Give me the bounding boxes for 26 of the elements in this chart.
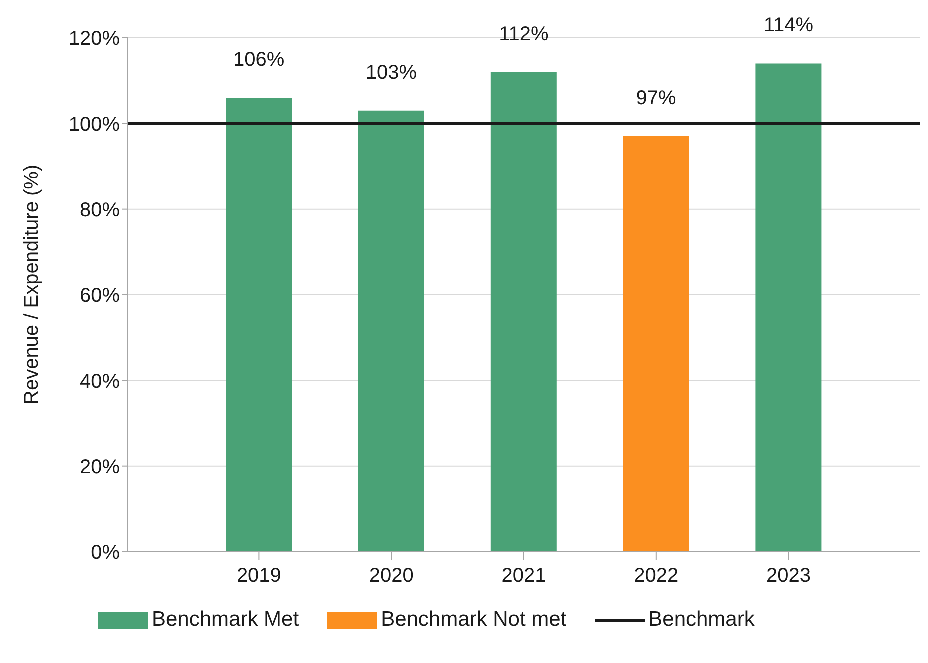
y-tick-label: 40% (80, 370, 120, 393)
y-tick-label: 100% (68, 114, 120, 136)
x-tick-label: 2022 (634, 565, 679, 588)
y-axis-title: Revenue / Expenditure (%) (21, 164, 44, 405)
data-label: 114% (764, 14, 814, 37)
x-tick-label: 2021 (502, 565, 546, 588)
legend-label: Benchmark Met (152, 608, 300, 632)
y-tick-label: 80% (80, 199, 120, 222)
x-tick-label: 2023 (766, 565, 812, 588)
data-label: 103% (366, 62, 418, 84)
bar (490, 72, 557, 552)
y-tick-label: 60% (80, 285, 120, 308)
bar (226, 98, 292, 552)
legend-label: Benchmark Not met (381, 608, 567, 632)
y-tick-label: 20% (80, 456, 120, 478)
bar (623, 136, 690, 552)
y-tick-label: 120% (68, 28, 120, 50)
data-label: 97% (636, 88, 677, 110)
legend-label: Benchmark (648, 608, 755, 632)
x-tick-label: 2020 (369, 565, 414, 588)
data-label: 106% (234, 48, 285, 71)
bar (756, 64, 822, 552)
y-tick-label: 0% (91, 542, 120, 564)
data-label: 112% (499, 23, 549, 46)
x-tick-label: 2019 (236, 565, 282, 588)
bar (358, 110, 424, 552)
